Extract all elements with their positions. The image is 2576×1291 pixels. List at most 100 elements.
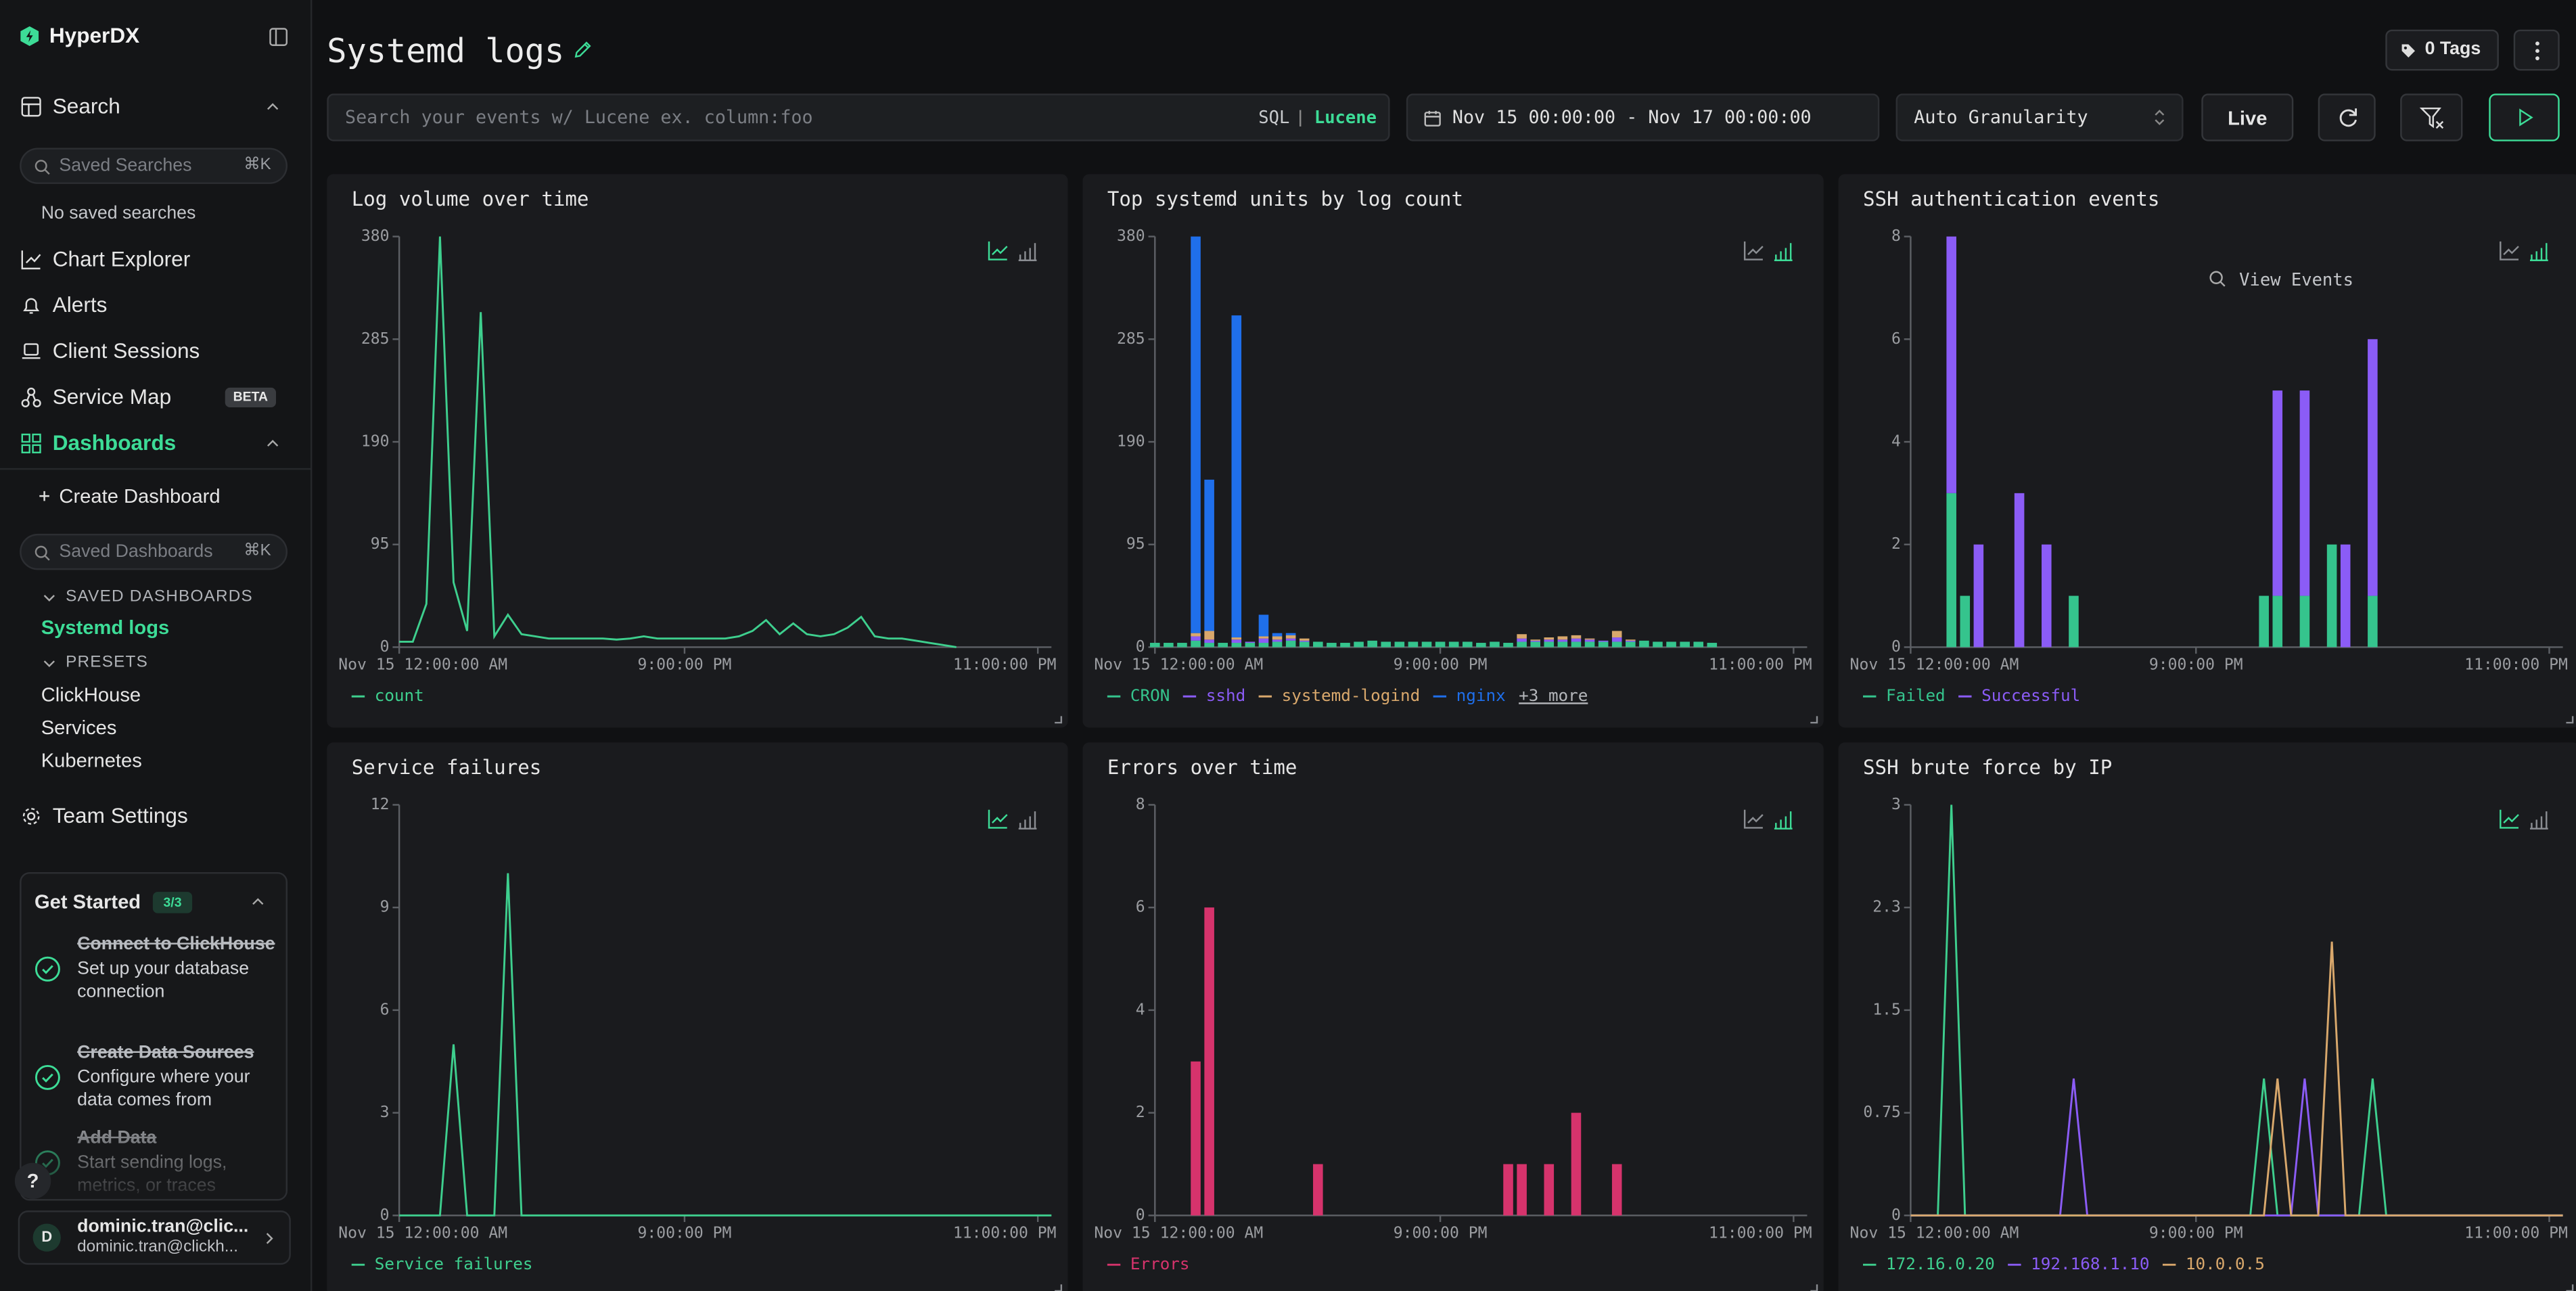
- granularity-select[interactable]: Auto Granularity: [1895, 93, 2184, 141]
- legend-label[interactable]: 192.168.1.10: [2031, 1254, 2149, 1273]
- icon-part: [1425, 110, 1440, 118]
- legend-more[interactable]: +3 more: [1519, 685, 1588, 705]
- y-tick-label: 0: [1891, 638, 1901, 656]
- collapse-icon[interactable]: [269, 28, 288, 46]
- y-tick-label: 8: [1891, 227, 1901, 245]
- tags-button[interactable]: 0 Tags: [2385, 29, 2499, 71]
- chevron-up[interactable]: [264, 100, 281, 113]
- chart: Service failures 0 3 6 9 12 Nov 15 12:00:00 AM…: [338, 756, 1063, 1291]
- icon-part: [22, 808, 40, 825]
- nav-search[interactable]: Search: [52, 93, 120, 118]
- legend-label[interactable]: 172.16.0.20: [1886, 1254, 1995, 1273]
- line-type-toggle[interactable]: [988, 809, 1008, 829]
- gear-icon: [22, 808, 40, 825]
- shortcut: ⌘K: [244, 156, 271, 175]
- user-menu[interactable]: D dominic.tran@clic... dominic.tran@clic…: [18, 1210, 291, 1265]
- legend-label[interactable]: 10.0.0.5: [2186, 1254, 2265, 1273]
- bar: [1299, 638, 1310, 641]
- refresh-button[interactable]: [2318, 93, 2376, 141]
- icon-part: [267, 103, 279, 110]
- progress-badge: 3/3: [152, 892, 193, 913]
- bar-type-toggle[interactable]: [2529, 243, 2548, 261]
- legend-label[interactable]: CRON: [1130, 685, 1170, 705]
- icon-part: [21, 250, 41, 270]
- chart-title: Log volume over time: [352, 187, 589, 210]
- nav-dashboards[interactable]: Dashboards: [52, 430, 177, 455]
- filter-button[interactable]: [2400, 93, 2463, 141]
- bar: [2299, 390, 2310, 596]
- saved-dashboards-input[interactable]: Saved Dashboards ⌘K: [20, 533, 288, 570]
- step-description: Set up your database connection: [77, 958, 250, 1002]
- bar: [1503, 1164, 1513, 1216]
- bar-type-toggle[interactable]: [1018, 811, 1037, 830]
- icon-part: [34, 545, 47, 558]
- line-type-toggle[interactable]: [2500, 809, 2519, 829]
- nav-client-sessions[interactable]: Client Sessions: [52, 338, 200, 363]
- legend-label[interactable]: Errors: [1130, 1254, 1190, 1273]
- chevron-up[interactable]: [250, 895, 266, 908]
- bar-type-toggle[interactable]: [1774, 243, 1793, 261]
- icon-part: [2535, 41, 2539, 46]
- legend-label[interactable]: Successful: [1981, 685, 2080, 705]
- bar: [2014, 493, 2025, 648]
- chevron-up[interactable]: [264, 437, 281, 450]
- legend-label[interactable]: Service failures: [375, 1254, 533, 1273]
- help-button[interactable]: ?: [14, 1162, 51, 1200]
- icon-part: [26, 394, 37, 401]
- menu-button[interactable]: [2513, 29, 2560, 71]
- search-input[interactable]: Search your events w/ Lucene ex. column:…: [327, 93, 1390, 141]
- check-mark: [42, 1073, 53, 1083]
- line-type-toggle[interactable]: [988, 241, 1008, 261]
- bar: [2259, 595, 2269, 648]
- create-dashboard[interactable]: Create Dashboard: [59, 484, 221, 508]
- preset[interactable]: Kubernetes: [41, 748, 142, 772]
- x-tick-label: Nov 15 12:00:00 AM: [338, 656, 507, 674]
- icon-part: [2535, 49, 2539, 53]
- run-button[interactable]: [2489, 93, 2560, 141]
- chevron-down[interactable]: [43, 657, 55, 670]
- time-range-input[interactable]: Nov 15 00:00:00 - Nov 17 00:00:00: [1406, 93, 1880, 141]
- bar: [1354, 641, 1364, 648]
- preset[interactable]: Services: [41, 716, 117, 740]
- live-button[interactable]: Live: [2201, 93, 2294, 141]
- bar: [1530, 639, 1540, 641]
- line-type-toggle[interactable]: [2500, 241, 2519, 261]
- bar: [1272, 633, 1283, 637]
- step-check: [34, 956, 60, 982]
- query-language[interactable]: SQL: [1258, 108, 1290, 129]
- nav-chart-explorer[interactable]: Chart Explorer: [52, 246, 191, 271]
- bar: [1327, 643, 1337, 648]
- line-series: [399, 873, 1052, 1217]
- line-type-toggle[interactable]: [1743, 241, 1764, 261]
- bar: [2368, 595, 2378, 648]
- line-type-toggle[interactable]: [1743, 809, 1764, 829]
- edit-icon[interactable]: [574, 41, 592, 60]
- icon-part: [2155, 110, 2165, 125]
- legend-label[interactable]: systemd-logind: [1282, 685, 1421, 705]
- bar-type-toggle[interactable]: [1774, 811, 1793, 830]
- saved-searches-input[interactable]: Saved Searches ⌘K: [20, 148, 288, 184]
- legend-label[interactable]: count: [375, 685, 424, 705]
- icon-part: [43, 595, 55, 602]
- preset[interactable]: ClickHouse: [41, 683, 141, 706]
- x-tick-label: 9:00:00 PM: [638, 656, 732, 674]
- bar: [1571, 638, 1582, 642]
- bar: [2042, 544, 2052, 648]
- saved-dashboard[interactable]: Systemd logs: [41, 616, 170, 639]
- bar: [1164, 643, 1174, 648]
- bar-type-toggle[interactable]: [1018, 243, 1037, 261]
- step[interactable]: Connect to ClickHouse Set up your databas…: [77, 933, 277, 1005]
- nav-alerts[interactable]: Alerts: [52, 292, 108, 317]
- legend-label[interactable]: Failed: [1886, 685, 1946, 705]
- chevron-down[interactable]: [43, 591, 55, 604]
- bar-type-toggle[interactable]: [2529, 811, 2548, 830]
- x-tick-label: 11:00:00 PM: [1709, 656, 1812, 674]
- nav-service-map[interactable]: Service Map: [52, 384, 172, 409]
- legend-label[interactable]: nginx: [1456, 685, 1506, 705]
- view-events[interactable]: View Events: [2239, 270, 2353, 290]
- nav-team-settings[interactable]: Team Settings: [52, 803, 188, 828]
- query-language[interactable]: Lucene: [1314, 108, 1377, 129]
- line-series: [399, 236, 957, 648]
- line-series: [1910, 941, 2563, 1217]
- legend-label[interactable]: sshd: [1206, 685, 1245, 705]
